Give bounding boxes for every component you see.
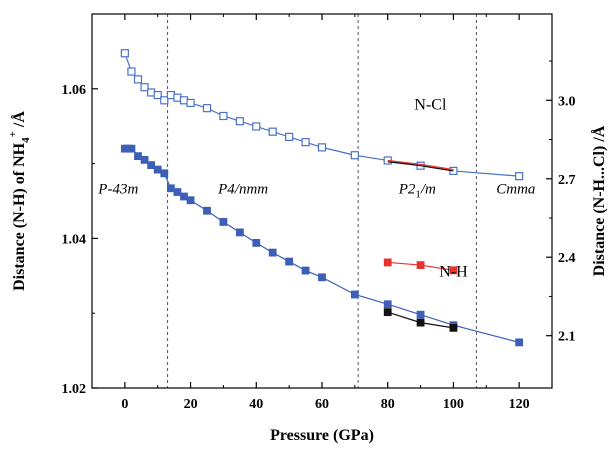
axes-layer: 0 20 40 60 80 100 120 1.02 1.04 1.06 2.1 2.4 2.7 3.0	[62, 13, 576, 412]
y-axis-left-title: Distance (N-H) of NH4+ /Å	[7, 111, 32, 291]
phase-label: P-43m	[97, 182, 138, 198]
data-point-open	[179, 96, 189, 105]
data-point	[186, 196, 195, 205]
series-layer	[120, 49, 524, 347]
x-tick-label: 120	[509, 397, 530, 412]
data-point-open	[160, 96, 169, 105]
data-point	[166, 184, 175, 193]
data-point	[285, 257, 294, 266]
data-point-open	[235, 117, 244, 126]
data-point-open	[173, 93, 182, 102]
y-right-tick-label: 3.0	[558, 94, 576, 109]
y-left-tick-label: 1.02	[62, 382, 87, 397]
phase-boundary-layer	[167, 14, 477, 388]
y-left-tick-label: 1.04	[62, 232, 87, 247]
phase-label: P4/nmm	[217, 182, 268, 198]
data-point	[350, 290, 359, 299]
data-point-open	[133, 75, 143, 84]
data-point	[268, 248, 277, 257]
phase-label-part: P2	[398, 182, 416, 198]
data-point-open	[301, 138, 310, 147]
phase-label-subscript: 1	[415, 189, 421, 201]
x-tick-label: 0	[121, 397, 128, 412]
data-point	[134, 152, 142, 161]
annotation-layer: P-43m P4/nmm P21/m Cmma N-Cl N-H	[97, 97, 535, 281]
series-line	[387, 161, 454, 172]
data-point	[235, 228, 244, 237]
data-point-open	[515, 172, 524, 181]
data-point	[383, 308, 392, 317]
series-line	[124, 148, 520, 343]
data-point-open	[186, 98, 195, 108]
data-point-open	[219, 111, 228, 121]
series-label: N-H	[439, 264, 468, 281]
data-point	[160, 169, 169, 178]
y-left-tick-label: 1.06	[62, 83, 87, 98]
x-axis-title: Pressure (GPa)	[270, 427, 374, 444]
data-point-open	[252, 122, 261, 131]
data-point-open	[127, 67, 136, 76]
x-tick-label: 40	[249, 397, 263, 412]
data-point	[301, 266, 310, 275]
x-tick-label: 60	[315, 397, 329, 412]
data-point	[383, 300, 392, 309]
y-axis-left-title-sub: 4	[20, 137, 32, 143]
data-point-open	[140, 83, 149, 92]
data-point-open	[350, 151, 359, 160]
y-right-tick-label: 2.1	[558, 330, 576, 345]
plot-frame	[91, 13, 553, 389]
data-point-open	[153, 90, 162, 100]
data-point	[515, 338, 524, 347]
data-point	[318, 273, 326, 282]
x-tick-label: 80	[381, 397, 395, 412]
data-point-open	[202, 104, 212, 113]
data-point-open	[147, 88, 156, 97]
data-point	[416, 318, 425, 327]
data-point	[180, 192, 188, 201]
series-label: N-Cl	[414, 97, 447, 114]
y-axis-right-title: Distance (N-H...Cl) /Å	[590, 125, 608, 276]
series-line	[124, 53, 520, 177]
data-point	[127, 144, 136, 153]
phase-label: Cmma	[496, 182, 535, 198]
data-point	[173, 188, 182, 196]
y-axis-left-title-main: Distance (N-H) of NH	[11, 142, 28, 291]
y-right-tick-label: 2.4	[558, 251, 576, 266]
data-point	[252, 238, 261, 247]
data-point	[147, 161, 156, 169]
data-point	[416, 261, 425, 269]
data-point	[203, 206, 211, 215]
series-line	[387, 159, 454, 171]
data-point	[383, 258, 392, 267]
y-right-tick-label: 2.7	[558, 173, 576, 188]
data-point-open	[317, 143, 327, 152]
data-point-open	[120, 49, 129, 58]
data-point	[449, 323, 458, 332]
data-point	[219, 218, 228, 226]
data-point-open	[268, 127, 277, 136]
data-point	[416, 310, 425, 319]
data-point-open	[166, 90, 175, 100]
y-axis-left-title-sup: +	[7, 131, 19, 137]
phase-label: P21/m	[398, 182, 436, 201]
data-point	[153, 165, 162, 174]
data-point	[449, 266, 458, 275]
data-point-open	[285, 132, 294, 142]
x-tick-label: 20	[184, 397, 198, 412]
phase-label-part: /m	[420, 182, 436, 198]
data-point	[140, 155, 149, 164]
y-axis-left-title-unit: /Å	[10, 111, 28, 131]
x-tick-label: 100	[443, 397, 464, 412]
